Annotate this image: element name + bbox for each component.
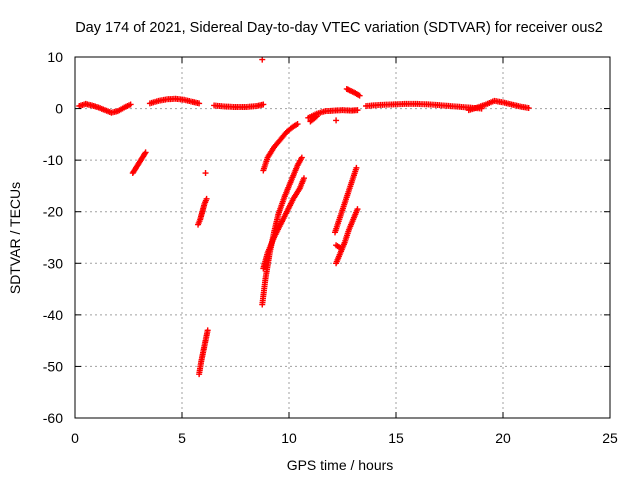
y-tick-label: -20 bbox=[43, 204, 63, 220]
data-point bbox=[127, 101, 134, 108]
y-tick-label: -40 bbox=[43, 307, 63, 323]
data-point bbox=[204, 327, 211, 334]
data-point bbox=[260, 101, 267, 108]
data-point bbox=[333, 117, 340, 124]
grid-lines bbox=[75, 57, 610, 418]
data-point bbox=[313, 113, 320, 120]
x-axis-ticks: 0 5 10 15 20 25 bbox=[71, 57, 618, 446]
data-point bbox=[353, 164, 360, 171]
data-points bbox=[76, 56, 532, 378]
data-point bbox=[525, 105, 532, 112]
y-tick-label: -60 bbox=[43, 410, 63, 426]
y-tick-label: -10 bbox=[43, 152, 63, 168]
x-tick-label: 10 bbox=[281, 430, 297, 446]
data-point bbox=[300, 175, 307, 182]
y-axis-ticks: -60 -50 -40 -30 -20 -10 0 10 bbox=[43, 49, 610, 426]
data-point bbox=[196, 100, 203, 107]
x-tick-label: 5 bbox=[178, 430, 186, 446]
data-point bbox=[203, 195, 210, 202]
y-tick-label: 10 bbox=[47, 49, 63, 65]
data-point bbox=[354, 107, 361, 114]
x-tick-label: 25 bbox=[602, 430, 618, 446]
x-tick-label: 20 bbox=[495, 430, 511, 446]
y-axis-label: SDTVAR / TECUs bbox=[7, 182, 23, 294]
data-point bbox=[259, 56, 266, 63]
x-axis-label: GPS time / hours bbox=[287, 457, 394, 473]
data-point bbox=[356, 92, 363, 99]
x-tick-label: 0 bbox=[71, 430, 79, 446]
chart-title: Day 174 of 2021, Sidereal Day-to-day VTE… bbox=[75, 20, 603, 36]
data-point bbox=[202, 170, 209, 177]
data-point bbox=[141, 150, 148, 157]
data-point bbox=[337, 244, 344, 251]
y-tick-label: -50 bbox=[43, 358, 63, 374]
data-point bbox=[142, 149, 149, 156]
x-tick-label: 15 bbox=[388, 430, 404, 446]
data-point bbox=[354, 206, 361, 213]
y-tick-label: -30 bbox=[43, 255, 63, 271]
plot-frame bbox=[74, 56, 611, 419]
data-point bbox=[312, 114, 319, 121]
y-tick-label: 0 bbox=[55, 101, 63, 117]
data-point bbox=[294, 121, 301, 128]
data-point bbox=[298, 154, 305, 161]
